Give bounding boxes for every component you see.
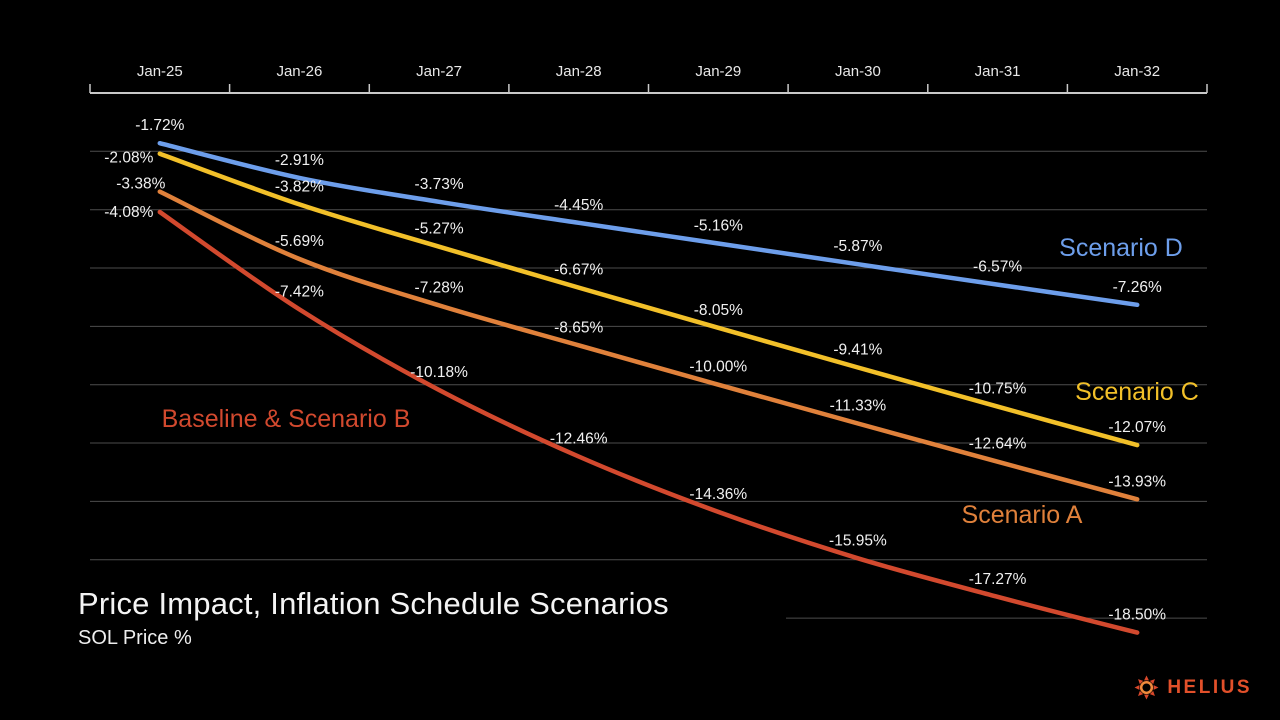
series-label-baseline-scenario-b: Baseline & Scenario B <box>162 405 411 433</box>
x-axis-label: Jan-30 <box>835 63 881 80</box>
data-point-label: -5.69% <box>275 233 324 250</box>
data-point-label: -17.27% <box>969 571 1027 588</box>
data-point-label: -18.50% <box>1108 607 1166 624</box>
helius-logo: HELIUS <box>1134 675 1252 700</box>
data-point-label: -13.93% <box>1108 473 1166 490</box>
series-line-scenario-a <box>157 189 1140 502</box>
chart-title-block: Price Impact, Inflation Schedule Scenari… <box>0 580 786 664</box>
helius-logo-text: HELIUS <box>1167 676 1252 698</box>
x-axis-label: Jan-32 <box>1114 63 1160 80</box>
data-point-label: -3.73% <box>415 176 464 193</box>
data-point-label: -5.16% <box>694 218 743 235</box>
data-point-label: -4.08% <box>104 204 153 221</box>
data-point-label: -2.91% <box>275 152 324 169</box>
data-point-label: -7.28% <box>415 279 464 296</box>
data-point-label: -1.72% <box>135 117 184 134</box>
x-axis-label: Jan-29 <box>695 63 741 80</box>
data-point-label: -11.33% <box>830 398 887 415</box>
data-point-label: -10.75% <box>969 381 1027 398</box>
x-axis-label: Jan-27 <box>416 63 462 80</box>
x-axis-label: Jan-31 <box>975 63 1021 80</box>
chart-title: Price Impact, Inflation Schedule Scenari… <box>78 586 669 621</box>
data-point-label: -9.41% <box>833 342 882 359</box>
series-label-scenario-a: Scenario A <box>962 501 1083 529</box>
data-point-label: -6.67% <box>554 262 603 279</box>
data-point-label: -8.65% <box>554 319 603 336</box>
data-point-label: -5.87% <box>833 238 882 255</box>
data-point-label: -10.18% <box>410 364 468 381</box>
data-point-label: -2.08% <box>104 150 153 167</box>
series-line-scenario-d <box>157 140 1140 308</box>
data-point-label: -12.07% <box>1108 419 1166 436</box>
data-point-label: -15.95% <box>829 532 887 549</box>
data-point-label: -3.82% <box>275 178 324 195</box>
series-line-scenario-c <box>157 151 1140 448</box>
data-point-label: -8.05% <box>694 302 743 319</box>
data-point-label: -10.00% <box>689 359 747 376</box>
data-point-label: -4.45% <box>554 197 603 214</box>
data-point-label: -12.46% <box>550 431 608 448</box>
series-label-scenario-d: Scenario D <box>1059 234 1183 262</box>
x-axis-label: Jan-26 <box>276 63 322 80</box>
series-line-baseline-scenario-b <box>157 209 1140 635</box>
x-axis-label: Jan-28 <box>556 63 602 80</box>
chart-subtitle: SOL Price % <box>78 626 192 649</box>
data-point-label: -7.26% <box>1113 279 1162 296</box>
data-point-label: -12.64% <box>969 436 1027 453</box>
x-axis-label: Jan-25 <box>137 63 183 80</box>
data-point-label: -6.57% <box>973 259 1022 276</box>
helius-sun-icon <box>1134 675 1159 700</box>
series-label-scenario-c: Scenario C <box>1075 378 1199 406</box>
data-point-label: -3.38% <box>116 176 165 193</box>
data-point-label: -14.36% <box>689 486 747 503</box>
data-point-label: -5.27% <box>415 221 464 238</box>
data-point-label: -7.42% <box>275 283 324 300</box>
